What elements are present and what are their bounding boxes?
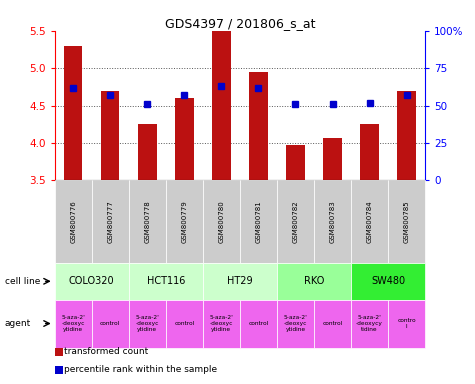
Text: percentile rank within the sample: percentile rank within the sample — [64, 365, 217, 374]
Bar — [138, 124, 157, 180]
Text: GSM800780: GSM800780 — [218, 200, 224, 243]
Bar — [286, 144, 305, 180]
Bar — [397, 91, 416, 180]
Text: 5-aza-2'
-deoxyc
ytidine: 5-aza-2' -deoxyc ytidine — [209, 315, 233, 332]
Text: GSM800781: GSM800781 — [256, 200, 261, 243]
Text: GSM800779: GSM800779 — [181, 200, 187, 243]
Text: GSM800782: GSM800782 — [293, 200, 298, 243]
Text: RKO: RKO — [304, 276, 324, 286]
Bar — [64, 46, 83, 180]
Text: HCT116: HCT116 — [147, 276, 185, 286]
Text: SW480: SW480 — [371, 276, 405, 286]
Text: 5-aza-2'
-deoxyc
ytidine: 5-aza-2' -deoxyc ytidine — [135, 315, 159, 332]
Text: HT29: HT29 — [227, 276, 253, 286]
Text: GSM800776: GSM800776 — [70, 200, 76, 243]
Text: contro
l: contro l — [397, 318, 416, 329]
Text: agent: agent — [5, 319, 31, 328]
Text: control: control — [323, 321, 342, 326]
Text: transformed count: transformed count — [64, 347, 148, 356]
Text: GSM800785: GSM800785 — [404, 200, 409, 243]
Bar — [175, 98, 194, 180]
Text: GSM800778: GSM800778 — [144, 200, 150, 243]
Text: 5-aza-2'
-deoxyc
ytidine: 5-aza-2' -deoxyc ytidine — [61, 315, 85, 332]
Bar — [361, 124, 379, 180]
Bar — [323, 138, 342, 180]
Text: control: control — [174, 321, 194, 326]
Text: cell line: cell line — [5, 277, 40, 286]
Text: GSM800777: GSM800777 — [107, 200, 113, 243]
Text: 5-aza-2'
-deoxyc
ytidine: 5-aza-2' -deoxyc ytidine — [284, 315, 307, 332]
Text: COLO320: COLO320 — [69, 276, 114, 286]
Bar — [101, 91, 120, 180]
Text: control: control — [100, 321, 120, 326]
Bar — [249, 72, 267, 180]
Text: GSM800784: GSM800784 — [367, 200, 372, 243]
Bar — [212, 31, 231, 180]
Text: control: control — [248, 321, 268, 326]
Text: 5-aza-2'
-deoxycy
tidine: 5-aza-2' -deoxycy tidine — [356, 315, 383, 332]
Title: GDS4397 / 201806_s_at: GDS4397 / 201806_s_at — [165, 17, 315, 30]
Text: GSM800783: GSM800783 — [330, 200, 335, 243]
